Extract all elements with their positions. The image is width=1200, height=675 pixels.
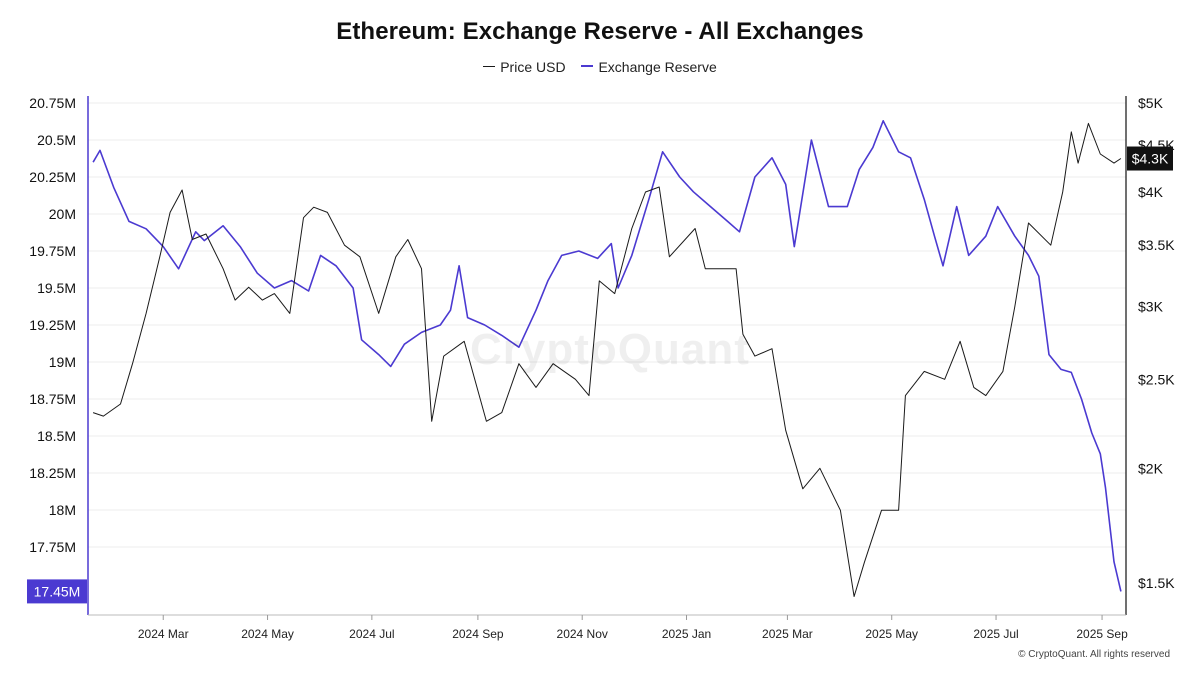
y-right-tick-label: $4K (1138, 184, 1164, 200)
x-tick-label: 2025 Jan (662, 627, 711, 641)
legend-swatch-price (483, 65, 496, 67)
legend: Price USD Exchange Reserve (0, 59, 1200, 75)
y-left-tick-label: 19.25M (29, 317, 76, 333)
y-left-tick-label: 17.75M (29, 539, 76, 555)
x-tick-label: 2024 Sep (452, 627, 504, 641)
y-left-tick-label: 20.25M (29, 169, 76, 185)
y-left-tick-label: 18M (49, 502, 76, 518)
y-left-tick-label: 19M (49, 354, 76, 370)
watermark: CryptoQuant (470, 325, 750, 374)
current-reserve-label: 17.45M (34, 583, 81, 599)
x-tick-label: 2024 Mar (138, 627, 189, 641)
y-right-tick-label: $5K (1138, 95, 1164, 111)
copyright-text: © CryptoQuant. All rights reserved (1018, 649, 1170, 660)
y-right-tick-label: $2.5K (1138, 371, 1175, 387)
y-right-tick-label: $3K (1138, 299, 1164, 315)
x-tick-label: 2024 Jul (349, 627, 394, 641)
current-reserve-badge (27, 579, 87, 604)
series-line-exchange-reserve[interactable] (92, 120, 1122, 592)
x-tick-label: 2025 Sep (1076, 627, 1128, 641)
y-right-tick-label: $3.5K (1138, 237, 1175, 253)
legend-label-reserve: Exchange Reserve (598, 59, 717, 75)
x-tick-label: 2025 Mar (762, 627, 813, 641)
x-tick-label: 2024 Nov (557, 627, 608, 641)
chart-title: Ethereum: Exchange Reserve - All Exchang… (336, 18, 864, 45)
y-left-tick-label: 20M (49, 206, 76, 222)
x-tick-label: 2025 May (865, 627, 918, 641)
x-tick-label: 2024 May (241, 627, 294, 641)
legend-item-reserve[interactable]: Exchange Reserve (581, 59, 717, 75)
y-left-tick-label: 18.25M (29, 465, 76, 481)
series-line-price-usd[interactable] (92, 122, 1122, 597)
current-price-badge (1127, 146, 1173, 171)
legend-label-price: Price USD (500, 59, 566, 75)
y-left-tick-label: 20.5M (37, 132, 76, 148)
y-right-tick-label: $2K (1138, 460, 1164, 476)
y-right-tick-label: $1.5K (1138, 575, 1175, 591)
legend-swatch-reserve (581, 65, 594, 68)
legend-item-price[interactable]: Price USD (483, 59, 566, 75)
y-left-tick-label: 19.5M (37, 280, 76, 296)
y-left-tick-label: 19.75M (29, 243, 76, 259)
y-left-tick-label: 20.75M (29, 95, 76, 111)
y-left-tick-label: 18.5M (37, 428, 76, 444)
current-price-label: $4.3K (1132, 151, 1169, 167)
x-tick-label: 2025 Jul (973, 627, 1018, 641)
y-left-tick-label: 18.75M (29, 391, 76, 407)
